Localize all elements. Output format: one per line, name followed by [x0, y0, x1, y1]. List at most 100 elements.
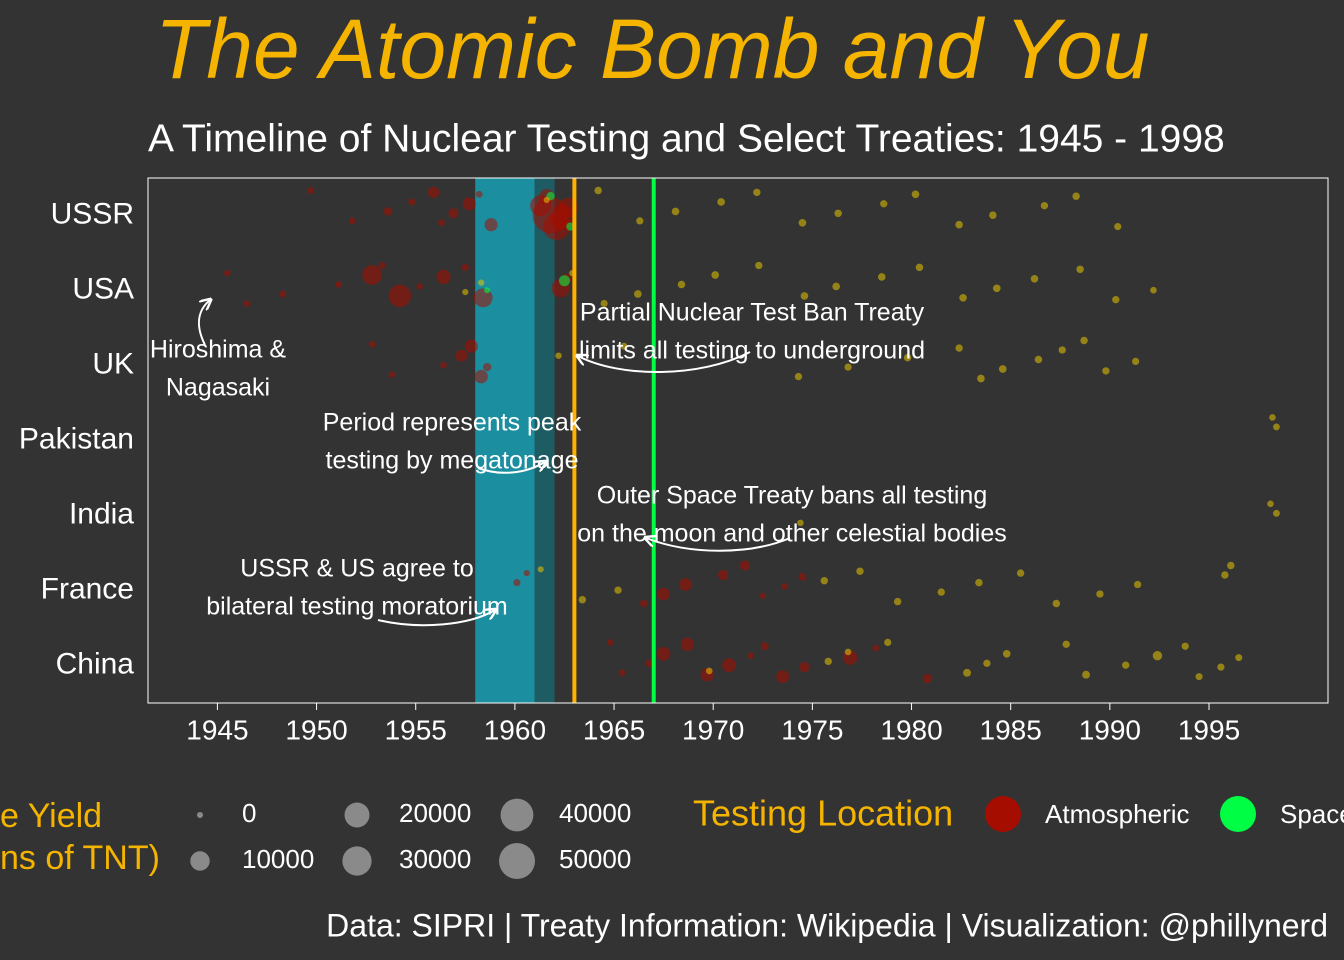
- point: [1080, 336, 1088, 345]
- point: [797, 519, 804, 527]
- point: [368, 340, 376, 348]
- point: [963, 668, 972, 677]
- point: [1150, 286, 1157, 294]
- point: [739, 560, 751, 571]
- point: [462, 197, 476, 211]
- point: [634, 290, 642, 298]
- annotation: Hiroshima &: [150, 336, 286, 364]
- point: [1272, 509, 1280, 517]
- point: [755, 261, 763, 270]
- annotation: on the moon and other celestial bodies: [577, 520, 1006, 548]
- point: [1122, 661, 1130, 669]
- point: [1072, 192, 1080, 200]
- point: [618, 669, 626, 677]
- point: [1002, 649, 1011, 658]
- legend-size-swatch: [500, 798, 534, 832]
- y-tick-label: UK: [92, 347, 134, 380]
- point: [671, 207, 680, 216]
- x-tick-label: 1980: [880, 714, 942, 745]
- legend-title: Testing Location: [693, 793, 953, 834]
- point: [747, 652, 755, 659]
- point: [872, 644, 880, 652]
- point: [1181, 642, 1189, 650]
- point: [474, 369, 488, 384]
- annotation: Partial Nuclear Test Ban Treaty: [580, 299, 925, 327]
- point: [1096, 590, 1104, 598]
- point: [1058, 346, 1066, 354]
- legend-swatch: [1220, 796, 1256, 832]
- point: [1221, 571, 1229, 579]
- point: [1217, 663, 1225, 671]
- point: [977, 374, 985, 383]
- point: [781, 583, 788, 590]
- point: [959, 294, 967, 302]
- point: [1269, 414, 1276, 421]
- point: [378, 261, 386, 270]
- point: [893, 597, 902, 606]
- point: [594, 186, 602, 195]
- point: [844, 648, 852, 656]
- point: [307, 187, 314, 194]
- point: [824, 657, 832, 666]
- point: [1114, 223, 1122, 231]
- point: [856, 567, 864, 575]
- point: [880, 200, 888, 208]
- annotation: bilateral testing moratorium: [206, 593, 508, 621]
- point: [717, 198, 725, 206]
- point: [279, 290, 287, 298]
- point: [1016, 569, 1025, 577]
- point: [1132, 357, 1140, 365]
- point: [461, 263, 469, 271]
- point: [383, 207, 393, 216]
- y-tick-label: USSR: [51, 197, 134, 230]
- point: [543, 196, 550, 204]
- point: [478, 279, 485, 286]
- point: [1076, 265, 1084, 274]
- point: [416, 283, 423, 290]
- legend-size-swatch: [342, 846, 372, 876]
- legend-size-swatch: [190, 851, 210, 871]
- caption: Data: SIPRI | Treaty Information: Wikipe…: [326, 907, 1328, 943]
- point: [832, 282, 840, 291]
- legend-label: 30000: [399, 844, 471, 874]
- point: [718, 569, 729, 581]
- x-tick-label: 1965: [583, 714, 645, 745]
- point: [903, 353, 912, 362]
- point: [877, 273, 886, 281]
- point: [1102, 367, 1110, 375]
- legend-label: 10000: [242, 844, 314, 874]
- point: [1235, 654, 1243, 662]
- point: [640, 599, 648, 608]
- x-tick-label: 1945: [186, 714, 248, 745]
- point: [636, 217, 644, 225]
- point: [243, 300, 251, 307]
- arrow: [646, 538, 791, 552]
- point: [794, 372, 803, 381]
- point: [776, 670, 789, 683]
- point: [484, 287, 491, 294]
- legend-title: e Yield: [0, 797, 102, 835]
- x-tick-label: 1990: [1079, 714, 1141, 745]
- legend-title: ns of TNT): [0, 839, 160, 877]
- point: [440, 361, 447, 369]
- point: [1133, 580, 1142, 589]
- point: [1152, 650, 1163, 661]
- point: [722, 658, 736, 673]
- point: [482, 362, 492, 372]
- annotation: USSR & US agree to: [240, 555, 473, 583]
- point: [408, 198, 416, 206]
- shaded-period: [475, 178, 535, 703]
- point: [680, 637, 695, 651]
- point: [998, 365, 1007, 373]
- point: [1034, 355, 1043, 364]
- point: [436, 269, 451, 285]
- point: [475, 190, 483, 198]
- point: [427, 186, 440, 199]
- x-tick-label: 1955: [385, 714, 447, 745]
- chart-subtitle: A Timeline of Nuclear Testing and Select…: [148, 117, 1225, 160]
- plot-area: USSR USA UK Pakistan India France China 1945 195…: [19, 177, 1329, 745]
- point: [600, 299, 608, 308]
- point: [844, 363, 852, 371]
